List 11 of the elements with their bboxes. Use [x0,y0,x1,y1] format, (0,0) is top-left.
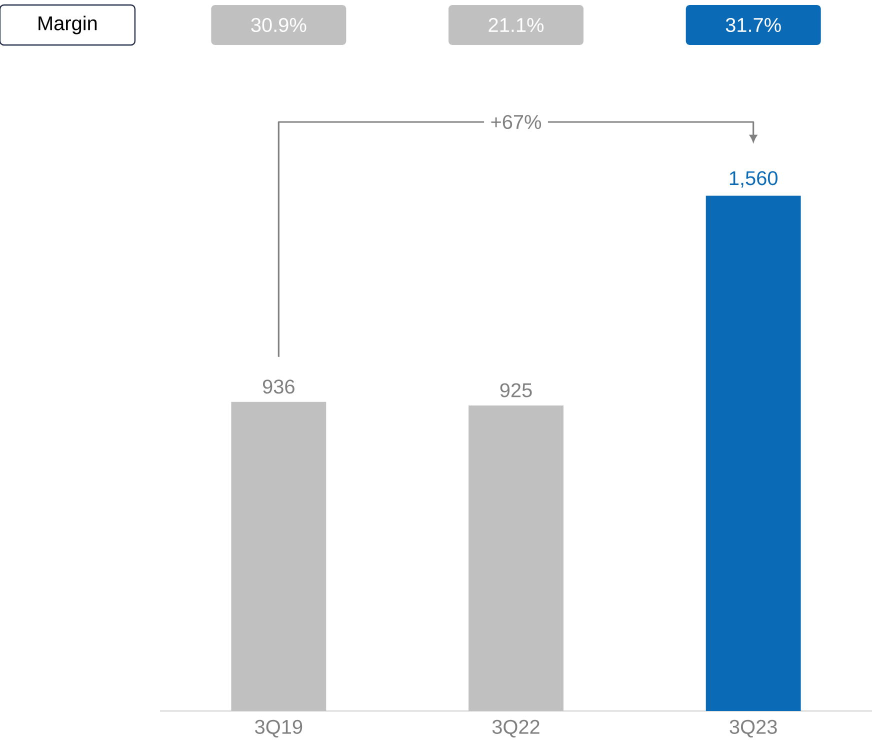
text: 21.1% [488,18,544,32]
x-tick-label: 3Q23 [730,720,777,738]
data-label: 936 [262,380,294,394]
data-label: 1,560 [730,171,778,188]
x-tick-label: 3Q19 [255,720,302,738]
data-label: 925 [500,383,532,398]
x-tick-label: 3Q22 [492,720,540,738]
text: Margin [38,16,97,34]
text: 31.7% [726,18,781,32]
text: 30.9% [251,18,306,32]
text: +67% [491,114,542,130]
